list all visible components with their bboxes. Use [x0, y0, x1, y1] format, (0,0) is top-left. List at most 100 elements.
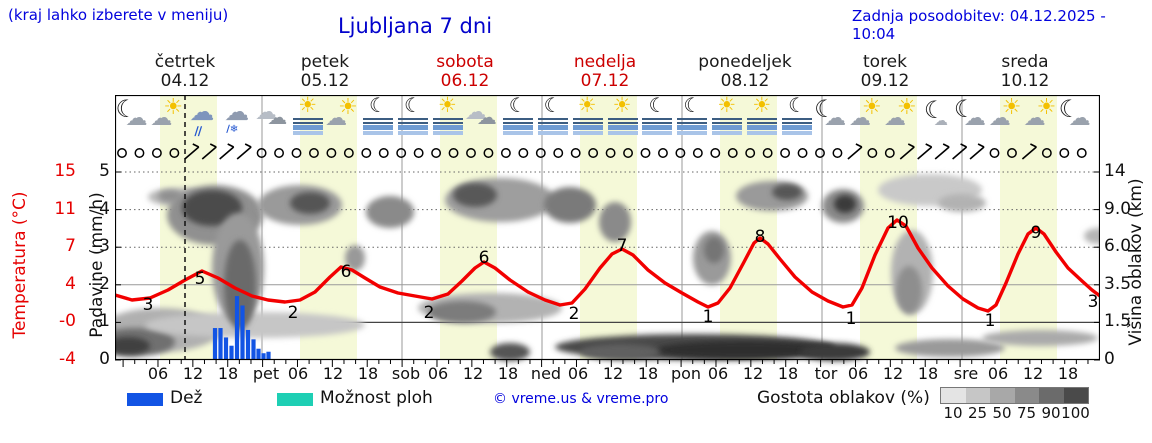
cloud-blob: [182, 190, 242, 226]
icon-glyph: ☁: [224, 97, 250, 126]
icon-glyph: ☀: [437, 93, 457, 117]
cloud-density-segment: [1039, 388, 1064, 403]
time-axis-label: sob: [391, 364, 421, 383]
icon-glyph: ☁: [883, 106, 906, 131]
wind-calm-symbol: [1007, 148, 1017, 158]
showers-legend-swatch: [277, 393, 313, 406]
wind-calm-symbol: [762, 148, 773, 158]
weather-icon-cloud-rain: ☁ ∕∕: [185, 97, 221, 145]
day-name: nedelja: [573, 52, 637, 72]
fog-line: [537, 125, 568, 130]
cloud-blob: [580, 344, 660, 360]
cloud-blob: [490, 343, 530, 361]
rain-bar: [240, 305, 245, 360]
fog-line: [537, 122, 568, 124]
weather-icon-sun-cloud: ☀ ☁: [150, 97, 186, 145]
fog-line: [747, 122, 778, 124]
wind-calm-symbol: [500, 148, 511, 158]
icon-glyph: ☀: [163, 95, 184, 120]
fog-line: [642, 125, 673, 130]
icon-glyph: ☀: [752, 93, 772, 117]
temperature-curve: [115, 218, 1100, 313]
wind-calm-symbol: [309, 148, 319, 158]
day-header-petek: petek 05.12: [255, 53, 395, 91]
fog-line: [782, 131, 813, 135]
weather-icon-sun-fog: ☀: [605, 95, 641, 145]
temperature-value-label: 6: [479, 248, 490, 268]
fog-line: [432, 125, 463, 130]
fog-line: [363, 131, 393, 135]
fog-line: [572, 118, 603, 120]
weather-icon-moon-fog: ☾: [500, 95, 536, 145]
rain-legend-swatch: [127, 393, 163, 406]
temperature-axis-label: Temperatura (°C): [10, 191, 30, 339]
temperature-value-label: 2: [569, 304, 580, 324]
time-axis-label: 06: [147, 364, 169, 383]
icon-glyph: ☾: [953, 95, 976, 123]
cloud-density-segment: [1014, 388, 1039, 403]
fog-line: [607, 122, 638, 124]
weather-icon-sun-fog: ☀: [570, 95, 606, 145]
fog-line: [363, 122, 393, 124]
wind-calm-symbol: [1059, 148, 1070, 158]
fog-line: [642, 131, 673, 135]
fog-line: [782, 122, 813, 124]
wind-calm-symbol: [1041, 148, 1052, 158]
wind-calm-symbol: [134, 148, 145, 158]
time-axis-label: sre: [953, 364, 979, 383]
fog-line: [572, 125, 603, 130]
rain-bar: [261, 353, 266, 360]
fog-line: [712, 125, 743, 130]
wind-calm-symbol: [710, 148, 721, 158]
wind-calm-symbol: [483, 148, 494, 158]
showers-legend-label: Možnost ploh: [320, 388, 433, 408]
cloud-blob: [982, 330, 1098, 346]
weather-icon-moon-fog: ☾: [360, 95, 396, 145]
axis-tick-label: 0: [1104, 349, 1115, 369]
fog-line: [293, 118, 324, 120]
temperature-value-label: 3: [143, 295, 154, 315]
axis-tick-label: 7: [65, 236, 76, 257]
temperature-value-label: 8: [755, 227, 766, 247]
icon-glyph: ☁: [150, 106, 173, 131]
page-title: Ljubljana 7 dni: [337, 14, 493, 38]
day-header-četrtek: četrtek 04.12: [115, 53, 255, 91]
fog-line: [432, 122, 463, 124]
copyright-link[interactable]: © vreme.us & vreme.pro: [493, 391, 669, 407]
fog-line: [363, 125, 393, 130]
day-date: 08.12: [720, 71, 770, 91]
day-header-sobota: sobota 06.12: [395, 53, 535, 91]
weather-icon-moon-fog: ☾: [779, 95, 815, 145]
wind-calm-symbol: [588, 148, 599, 158]
temperature-value-label: 6: [341, 262, 352, 282]
fog-line: [677, 125, 708, 130]
cloud-blob: [895, 339, 1005, 357]
wind-barb-symbol: [219, 143, 235, 160]
time-axis-label: 12: [322, 364, 344, 383]
day-date: 05.12: [300, 71, 350, 91]
temperature-value-label: 1: [985, 311, 996, 331]
fog-line: [642, 118, 673, 120]
temperature-value-label: 1: [703, 307, 714, 327]
cloud-density-value: 100: [1061, 404, 1090, 422]
time-axis-label: 18: [217, 364, 239, 383]
wind-calm-symbol: [169, 148, 180, 158]
day-header-torek: torek 09.12: [815, 53, 955, 91]
weather-icon-cloudy: ☁ ☁: [255, 97, 291, 145]
icon-glyph: ☁: [963, 106, 986, 131]
time-axis-label: 12: [602, 364, 624, 383]
time-axis-label: 18: [497, 364, 519, 383]
weather-icon-moon-cloud: ☾ ☁: [1059, 97, 1095, 145]
fog-line: [677, 122, 708, 124]
icon-glyph: ☁: [933, 113, 948, 129]
weather-icon-cloudy: ☁ ☁: [465, 97, 501, 145]
time-axis-label: pet: [252, 364, 280, 383]
temperature-value-label: 2: [424, 303, 435, 323]
day-date: 09.12: [860, 71, 910, 91]
icon-glyph: ☾: [1058, 95, 1081, 123]
weather-icon-moon-fog: ☾: [535, 95, 571, 145]
cloud-blob: [599, 202, 631, 242]
fog-line: [537, 131, 568, 135]
